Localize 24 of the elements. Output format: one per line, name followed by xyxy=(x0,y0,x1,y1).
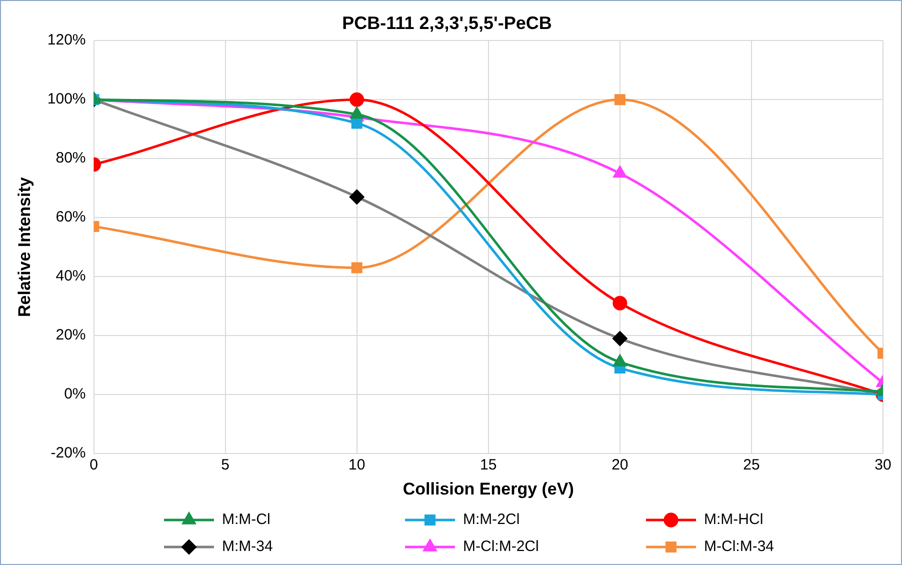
x-tick-label: 30 xyxy=(874,456,892,474)
y-tick-label: 100% xyxy=(47,90,86,108)
legend-label: M:M-2Cl xyxy=(463,511,520,528)
y-tick-label: 120% xyxy=(47,32,86,49)
x-tick-label: 15 xyxy=(480,456,497,474)
x-axis-title: Collision Energy (eV) xyxy=(402,479,574,498)
y-axis-title: Relative Intensity xyxy=(14,176,34,318)
y-tick-label: 20% xyxy=(56,326,86,344)
y-tick-label: -20% xyxy=(50,444,86,462)
x-tick-label: 5 xyxy=(221,456,230,474)
y-tick-label: 40% xyxy=(56,268,86,285)
y-tick-label: 60% xyxy=(56,208,86,226)
y-tick-label: 80% xyxy=(56,150,86,167)
legend-label: M:M-HCl xyxy=(704,511,764,528)
x-tick-label: 25 xyxy=(743,456,760,474)
y-tick-label: 0% xyxy=(64,386,86,403)
chart-title: PCB-111 2,3,3',5,5'-PeCB xyxy=(342,12,552,33)
legend-label: M:M-34 xyxy=(222,538,273,556)
legend-label: M:M-Cl xyxy=(222,511,270,528)
legend-label: M-Cl:M-2Cl xyxy=(463,538,539,556)
x-tick-label: 0 xyxy=(90,456,98,474)
legend-label: M-Cl:M-34 xyxy=(704,538,774,556)
x-tick-label: 20 xyxy=(612,456,628,474)
x-tick-label: 10 xyxy=(348,456,366,474)
